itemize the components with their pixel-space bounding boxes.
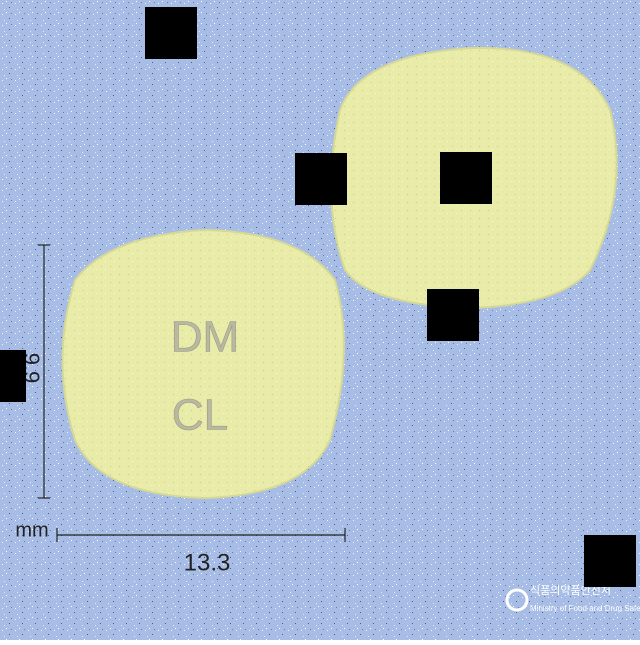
width-label: 13.3 <box>184 549 231 576</box>
imprint-line: DM <box>171 313 239 362</box>
dimension-lines <box>38 244 346 542</box>
imprint-line: CL <box>172 391 228 440</box>
logo <box>505 588 529 612</box>
occlusions <box>0 7 636 587</box>
unit-label: mm <box>15 519 48 541</box>
watermark-english: Ministry of Food and Drug Safety <box>530 604 640 613</box>
pill-front <box>61 228 345 500</box>
